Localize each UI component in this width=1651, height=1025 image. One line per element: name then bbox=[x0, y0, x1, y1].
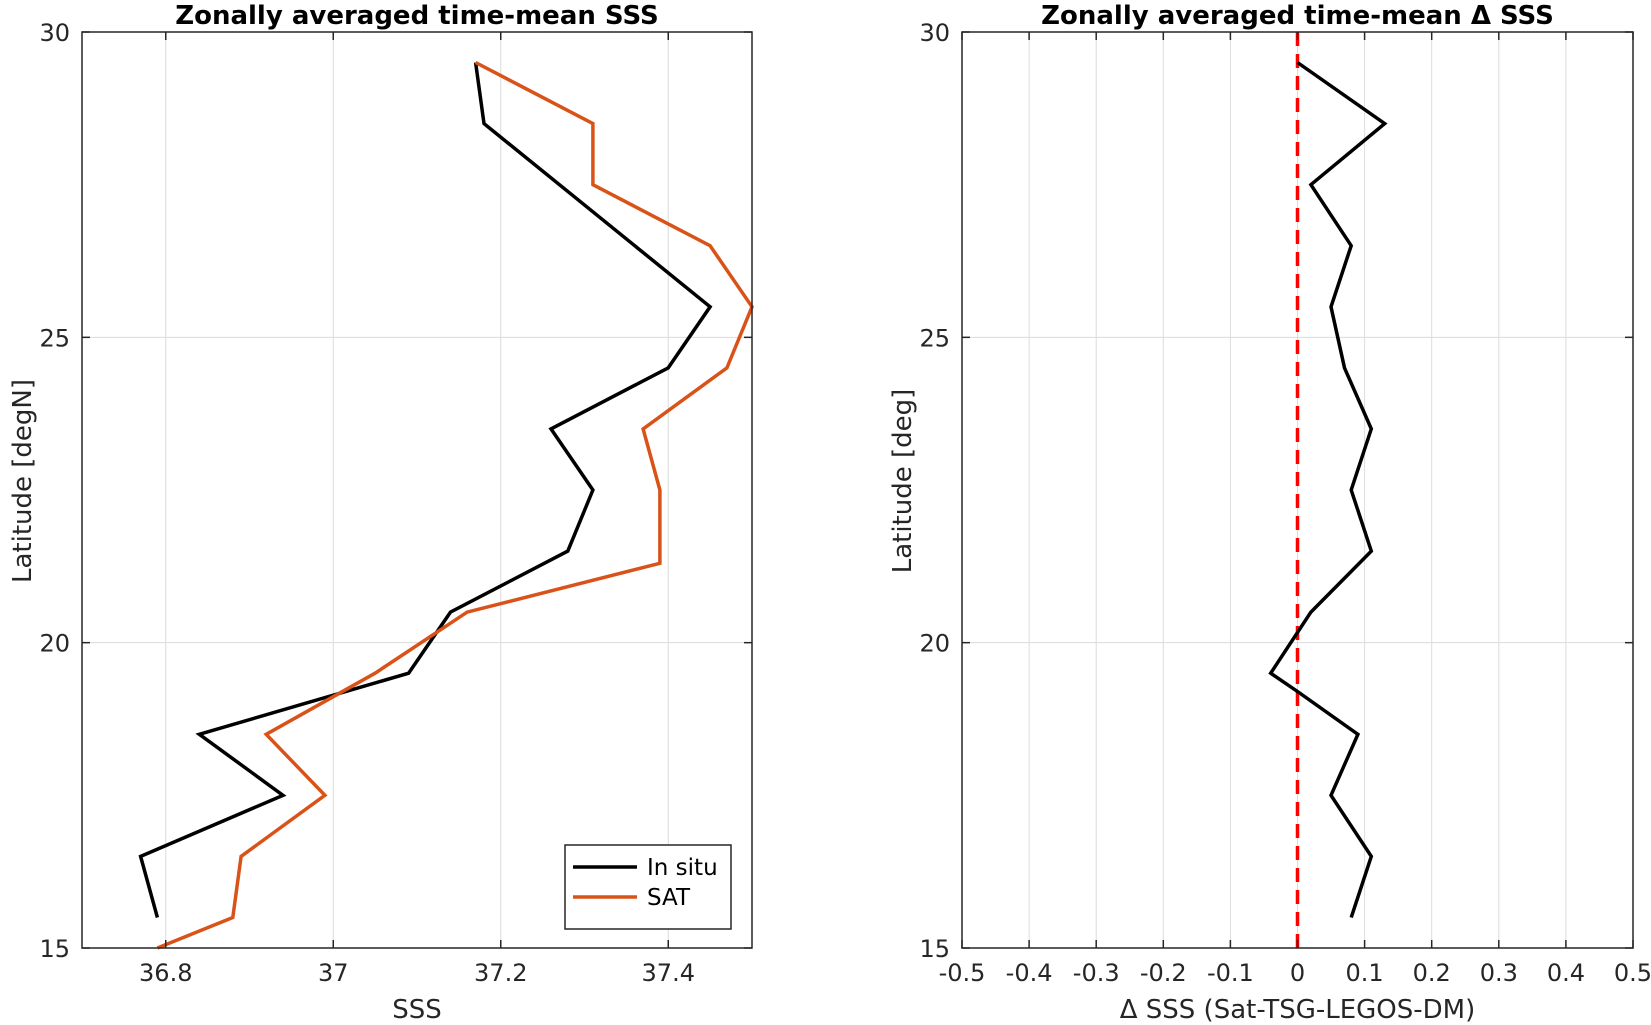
left-chart-y-axis-label: Latitude [degN] bbox=[8, 379, 38, 583]
right-chart-series-delta-line bbox=[1268, 61, 1388, 919]
right-chart-y-axis-label: Latitude [deg] bbox=[888, 389, 918, 574]
right-chart-y-tick-label: 20 bbox=[919, 630, 950, 658]
left-chart-axes-box bbox=[81, 31, 753, 949]
right-chart-x-tick-label: -0.2 bbox=[1140, 959, 1187, 987]
left-chart-y-tick-label: 30 bbox=[39, 19, 70, 47]
right-chart-x-tick-label: 0 bbox=[1290, 959, 1305, 987]
right-chart-x-tick-label: -0.3 bbox=[1073, 959, 1120, 987]
right-chart-title: Zonally averaged time-mean Δ SSS bbox=[1041, 1, 1554, 31]
left-chart-legend: In situ SAT bbox=[564, 844, 732, 930]
right-chart-x-tick-label: 0.3 bbox=[1480, 959, 1518, 987]
right-chart-y-tick-label: 30 bbox=[919, 19, 950, 47]
right-chart-x-tick-label: -0.5 bbox=[939, 959, 986, 987]
left-chart-title: Zonally averaged time-mean SSS bbox=[175, 1, 659, 31]
right-chart-x-tick-label: -0.4 bbox=[1006, 959, 1053, 987]
left-chart-plot-area bbox=[82, 32, 752, 948]
left-chart-series-sat-line bbox=[156, 60, 754, 950]
right-chart-x-tick-label: 0.1 bbox=[1346, 959, 1384, 987]
left-chart-legend-label: In situ bbox=[647, 855, 718, 881]
left-chart-x-tick-label: 36.8 bbox=[139, 959, 192, 987]
right-chart-x-tick-label: 0.4 bbox=[1547, 959, 1585, 987]
left-chart-legend-box bbox=[564, 844, 732, 930]
right-chart-panel: -0.5 -0.4 -0.3 -0.2 -0.1 0 0.1 0.2 0.3 0.4 0.5 15 20… bbox=[888, 1, 1651, 1025]
left-chart-x-tick-label: 37 bbox=[318, 959, 349, 987]
left-chart-series-in-situ-line bbox=[138, 62, 713, 918]
right-chart-y-tick-label: 25 bbox=[919, 324, 950, 352]
right-chart-x-axis-label: Δ SSS (Sat-TSG-LEGOS-DM) bbox=[1120, 995, 1476, 1025]
right-chart-x-tick-label: 0.2 bbox=[1413, 959, 1451, 987]
left-chart-y-tick-label: 20 bbox=[39, 630, 70, 658]
left-chart-legend-label: SAT bbox=[647, 885, 691, 911]
left-chart-x-tick-label: 37.4 bbox=[642, 959, 695, 987]
left-chart-panel: 36.8 37 37.2 37.4 15 20 25 30 Zonally averaged … bbox=[8, 1, 754, 1025]
left-chart-y-tick-label: 15 bbox=[39, 935, 70, 963]
right-chart-x-tick-label: -0.1 bbox=[1207, 959, 1254, 987]
left-chart-x-axis-label: SSS bbox=[392, 995, 442, 1025]
left-chart-y-tick-label: 25 bbox=[39, 324, 70, 352]
left-chart-x-tick-label: 37.2 bbox=[474, 959, 527, 987]
right-chart-y-tick-label: 15 bbox=[919, 935, 950, 963]
right-chart-x-tick-label: 0.5 bbox=[1614, 959, 1651, 987]
